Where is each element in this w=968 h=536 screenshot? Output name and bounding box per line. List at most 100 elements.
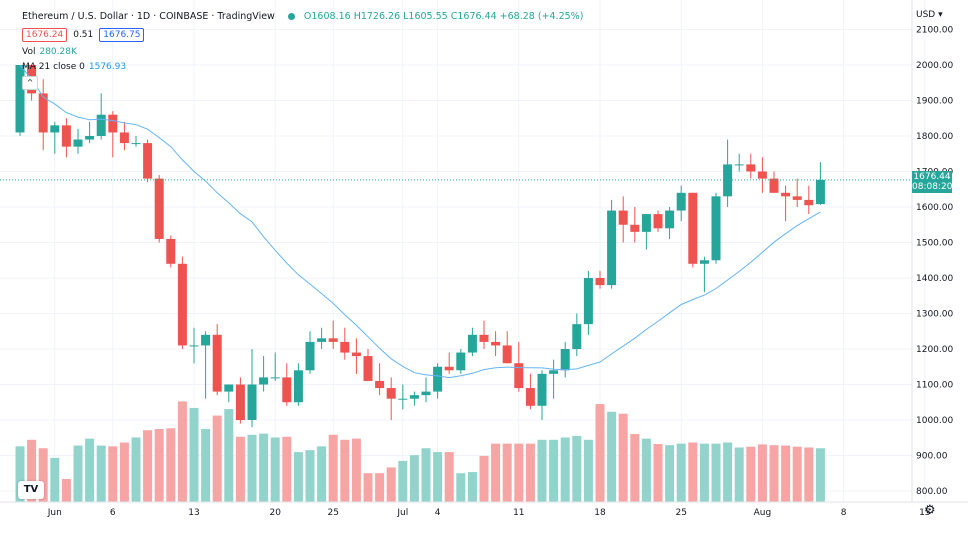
candle-body (96, 114, 106, 136)
candle-body (665, 210, 675, 229)
ma-legend[interactable]: MA 21 close 0 1576.93 (22, 62, 126, 72)
candle-body (433, 366, 443, 392)
candle-body (711, 196, 721, 261)
volume-bar (131, 437, 141, 502)
volume-bar (781, 445, 791, 502)
last-price-value: 1676.44 (913, 172, 951, 182)
volume-bar (212, 415, 222, 502)
x-tick-label: Jun (47, 508, 62, 518)
volume-bar (305, 450, 315, 502)
volume-legend[interactable]: Vol 280.28K (22, 47, 77, 57)
candle-body (177, 263, 187, 346)
candle-body (514, 363, 524, 389)
volume-bar (328, 434, 338, 502)
candle-body (630, 224, 640, 232)
volume-bar (363, 473, 373, 502)
volume-bar (757, 444, 767, 502)
volume-bar (537, 439, 547, 502)
y-tick-label: 1800.00 (916, 132, 953, 142)
x-tick-label: 13 (188, 508, 199, 518)
x-tick-label: 25 (675, 508, 686, 518)
volume-bar (583, 439, 593, 502)
volume-bar (502, 443, 512, 502)
candle-body (444, 366, 454, 371)
volume-label: Vol (22, 47, 36, 57)
candle-body (235, 384, 245, 420)
volume-bar (456, 473, 466, 502)
y-tick-label: 2100.00 (916, 26, 953, 36)
volume-bar (119, 442, 129, 502)
candle-body (607, 210, 617, 286)
candle-body (224, 384, 234, 392)
candle-body (560, 349, 570, 371)
candle-body (340, 341, 350, 353)
volume-bar (235, 436, 245, 502)
candle-body (50, 125, 60, 133)
volume-bar (618, 413, 628, 502)
candle-body (317, 338, 327, 342)
volume-bar (549, 439, 559, 502)
candle-body (119, 132, 129, 144)
volume-bar (688, 442, 698, 502)
candle-body (351, 352, 361, 357)
price-axis[interactable]: 800.00 900.00 1000.00 1100.00 1200.00 1300.00… (916, 26, 953, 498)
candle-body (85, 136, 95, 140)
candle-body (781, 192, 791, 197)
sell-button[interactable]: 1676.24 (22, 28, 68, 42)
candle-body (583, 278, 593, 325)
candle-body (305, 341, 315, 371)
volume-bar (630, 434, 640, 502)
volume-bar (38, 448, 48, 502)
volume-bar (154, 429, 164, 502)
candle-body (143, 143, 153, 179)
volume-bar (96, 445, 106, 502)
tradingview-logo-icon[interactable]: TV (18, 481, 44, 499)
candle-body (154, 178, 164, 239)
candle-body (15, 65, 25, 133)
y-tick-label: 1500.00 (916, 239, 953, 249)
ohlc-values: O1608.16 H1726.26 L1605.55 C1676.44 +68.… (303, 11, 584, 22)
currency-label: USD (916, 10, 936, 20)
moving-average-line (19, 64, 821, 379)
candles (15, 65, 825, 428)
gear-icon[interactable]: ⚙ (924, 503, 936, 518)
chart-legend: Ethereum / U.S. Dollar · 1D · COINBASE ·… (22, 10, 583, 23)
volume-bar (317, 446, 327, 502)
x-tick-label: 11 (513, 508, 524, 518)
candle-body (757, 171, 767, 179)
volume-bar (73, 445, 83, 502)
volume-bar (85, 438, 95, 502)
volume-bar (665, 445, 675, 502)
candle-body (409, 395, 419, 399)
volume-bar (595, 404, 605, 502)
candle-body (259, 377, 269, 385)
volume-bar (444, 452, 454, 502)
candle-body (108, 114, 118, 133)
y-tick-label: 1100.00 (916, 381, 953, 391)
volume-bar (560, 437, 570, 502)
volume-bar (247, 434, 257, 502)
symbol-title[interactable]: Ethereum / U.S. Dollar · 1D · COINBASE ·… (22, 11, 275, 22)
candle-body (421, 391, 431, 396)
time-axis[interactable]: Jun 6 13 20 25 Jul 4 11 18 25 Aug 8 15 (47, 508, 931, 518)
currency-selector[interactable]: USD ▾ (916, 10, 943, 20)
candle-body (641, 214, 651, 232)
volume-bar (804, 447, 814, 502)
volume-bar (50, 457, 60, 502)
y-tick-label: 1900.00 (916, 97, 953, 107)
volume-bar (769, 445, 779, 502)
volume-bar (166, 428, 176, 502)
volume-bar (27, 439, 37, 502)
candle-body (653, 214, 663, 229)
volume-bar (467, 472, 477, 502)
volume-bar (572, 435, 582, 502)
buy-button[interactable]: 1676.75 (99, 28, 145, 42)
candle-body (386, 388, 396, 399)
last-price-tag: 1676.44 08:08:20 (912, 171, 952, 193)
volume-bar (143, 430, 153, 502)
collapse-legend-icon[interactable]: ^ (22, 76, 38, 90)
y-tick-label: 1200.00 (916, 345, 953, 355)
candle-body (270, 377, 280, 379)
volume-bar (409, 455, 419, 502)
